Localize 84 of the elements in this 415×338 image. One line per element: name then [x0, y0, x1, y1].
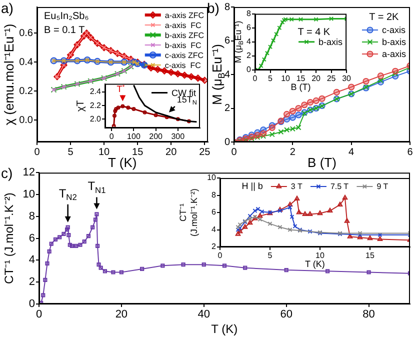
legend-title: T = 2K [369, 12, 400, 23]
y-tick-label: 0.0 [19, 114, 34, 126]
annotation: Eu₅In₂Sb₆ [44, 11, 89, 22]
x-tick-label: 20 [312, 74, 322, 84]
y-tick-label: 2 [246, 51, 252, 60]
x-axis-title: B (T) [290, 82, 311, 92]
y-tick-label: 8 [246, 9, 252, 18]
y-tick-label: 2.2 [90, 100, 102, 110]
x-tick-label: 300 [171, 132, 186, 142]
y-tick-label: 10 [22, 188, 35, 201]
x-tick-label: 200 [149, 132, 164, 142]
x-tick-label: 15 [132, 146, 144, 158]
annotation: B = 0.1 T [44, 25, 85, 36]
y-tick-label: 6 [28, 232, 35, 244]
y-tick-label: 4 [246, 37, 252, 46]
y-tick-label: 0 [28, 298, 35, 310]
x-tick-label: 10 [98, 146, 110, 158]
x-tick-label: 20 [166, 146, 178, 158]
y-tick-label: 2.0 [90, 114, 102, 124]
x-axis-title: B (T) [308, 155, 336, 170]
y-tick-label: 0.6 [19, 28, 34, 39]
x-tick-label: 30 [342, 74, 352, 84]
annotation: b) [207, 0, 220, 16]
x-tick-label: 0 [252, 74, 258, 84]
text: a) [1, 0, 14, 16]
x-tick-label: 20 [115, 308, 128, 321]
x-tick-label: 15 [366, 251, 375, 260]
legend-label: a-axis ZFC [164, 11, 204, 20]
legend-title: H || b [242, 181, 263, 191]
x-tick-label: 40 [198, 308, 210, 321]
text: c) [1, 165, 13, 181]
legend-label: a-axis FC [164, 21, 202, 30]
x-tick-label: 0 [218, 251, 223, 260]
x-tick-label: 10 [316, 251, 325, 260]
x-tick-label: 5 [268, 74, 274, 84]
legend-label: b-axis ZFC [164, 31, 204, 40]
y-axis-title: χ (emu.mol⁻¹Eu⁻¹) [2, 24, 17, 126]
y-axis-title: CT⁻¹ (J.mol⁻¹.K⁻²) [2, 192, 16, 284]
y-tick-label: 6 [246, 23, 252, 32]
y-tick-label: 8 [212, 190, 217, 200]
legend-label: 7.5 T [330, 182, 349, 191]
x-tick-label: 25 [326, 74, 336, 84]
x-tick-label: 100 [127, 132, 141, 142]
x-tick-label: 25 [199, 146, 211, 158]
y-tick-label: 8 [28, 210, 35, 222]
legend-label: c-axis [382, 25, 406, 35]
y-tick-label: 8 [224, 2, 230, 13]
x-axis-title: T (K) [305, 259, 325, 269]
x-tick-label: 15 [296, 74, 306, 84]
legend-label: 9 T [376, 182, 388, 191]
y-tick-label: 10 [207, 173, 217, 182]
y-tick-label: 2 [28, 276, 35, 288]
y-tick-label: 6 [224, 36, 230, 46]
x-axis-title: T (K) [108, 155, 137, 170]
x-tick-label: 60 [280, 308, 292, 321]
legend-label: 3 T [290, 182, 302, 191]
legend-label: b-axis FC [164, 41, 202, 50]
y-tick-label: 2 [212, 242, 217, 252]
x-tick-label: 6 [407, 146, 414, 158]
y-tick-label: 0.2 [19, 86, 34, 97]
legend-label: c-axis FC [164, 61, 202, 70]
x-tick-label: 5 [68, 146, 74, 158]
y-tick-label: 4 [212, 224, 217, 234]
x-tick-label: 0 [109, 132, 114, 142]
x-axis-title: T (K) [211, 322, 238, 336]
x-tick-label: 4 [348, 146, 355, 158]
x-tick-label: 2 [290, 146, 296, 158]
y-tick-label: 0 [246, 65, 252, 74]
x-tick-label: 80 [362, 308, 375, 321]
y-axis-title: χT [76, 100, 86, 112]
y-tick-label: 0.4 [19, 56, 34, 68]
x-tick-label: 0 [231, 146, 238, 158]
x-tick-label: 10 [281, 74, 291, 84]
y-tick-label: 6 [212, 208, 217, 217]
legend-label: b-axis [318, 36, 344, 47]
y-tick-label: 2 [224, 103, 230, 114]
x-tick-label: 5 [268, 251, 273, 260]
legend-label: b-axis [382, 37, 406, 47]
legend-label: c-axis ZFC [164, 51, 204, 60]
legend-label: a-axis [382, 49, 406, 59]
y-axis-title: CT⁻¹ (J.mol⁻¹.K⁻²) [178, 188, 200, 236]
annotation: T = 4 K [298, 27, 330, 38]
y-tick-label: 2.4 [90, 87, 102, 96]
y-tick-label: 12 [22, 166, 35, 179]
